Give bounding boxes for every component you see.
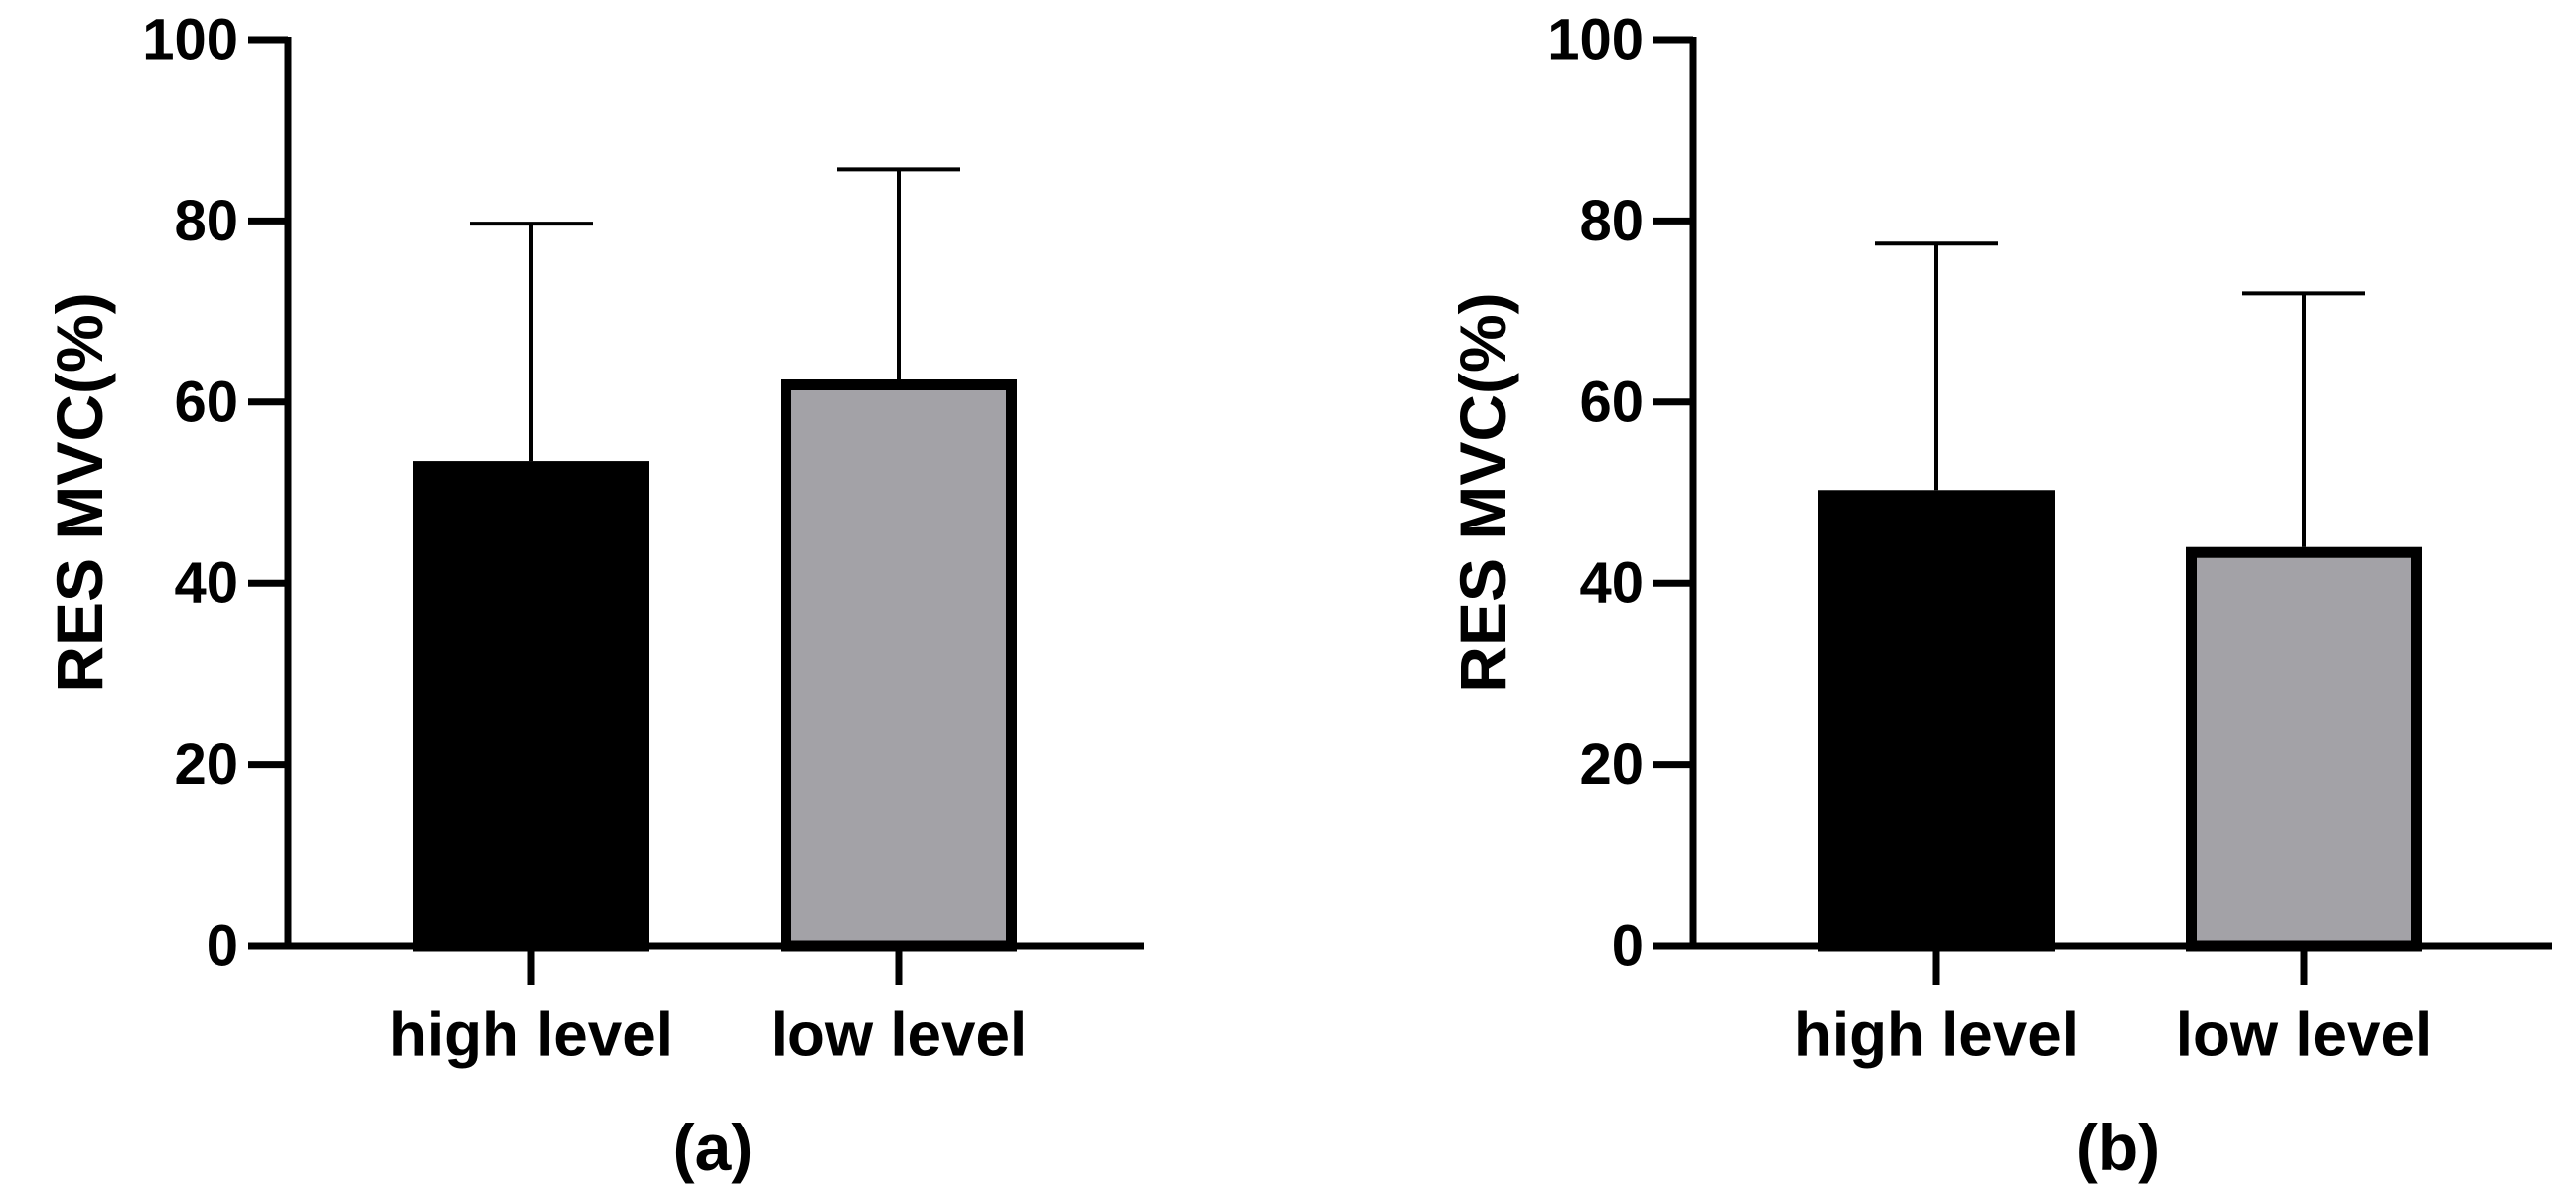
chart-panel-b: 0 20 40 60 80 100 high level low level RES MVC(%… (1446, 8, 2552, 1184)
x-tick-label: low level (2176, 1001, 2432, 1070)
y-tick-label: 40 (1579, 551, 1644, 616)
y-tick-label: 0 (1612, 914, 1644, 978)
y-tick-label: 60 (174, 370, 238, 434)
y-tick-label: 100 (142, 8, 238, 73)
chart-panel-a: 0 20 40 60 80 100 high level low level RES MVC(%… (43, 8, 1144, 1184)
x-tick-label: low level (771, 1001, 1027, 1070)
y-axis-label: RES MVC(%) (43, 292, 116, 692)
y-tick-label: 100 (1547, 8, 1644, 73)
bar-low-level (2186, 546, 2422, 952)
y-tick-label: 60 (1579, 370, 1644, 434)
y-axis-label: RES MVC(%) (1446, 292, 1519, 692)
bar-low-level (781, 379, 1017, 952)
y-tick-label: 20 (174, 732, 238, 797)
bar-high-level (1818, 490, 2055, 952)
x-tick-label: high level (1794, 1001, 2078, 1070)
y-tick-label: 80 (1579, 189, 1644, 253)
y-tick-label: 20 (1579, 732, 1644, 797)
panel-label: (a) (673, 1111, 754, 1184)
y-tick-label: 80 (174, 189, 238, 253)
panel-label: (b) (2076, 1111, 2160, 1184)
y-tick-label: 0 (207, 914, 238, 978)
y-tick-label: 40 (174, 551, 238, 616)
bar-high-level (413, 461, 649, 952)
x-tick-label: high level (389, 1001, 673, 1070)
